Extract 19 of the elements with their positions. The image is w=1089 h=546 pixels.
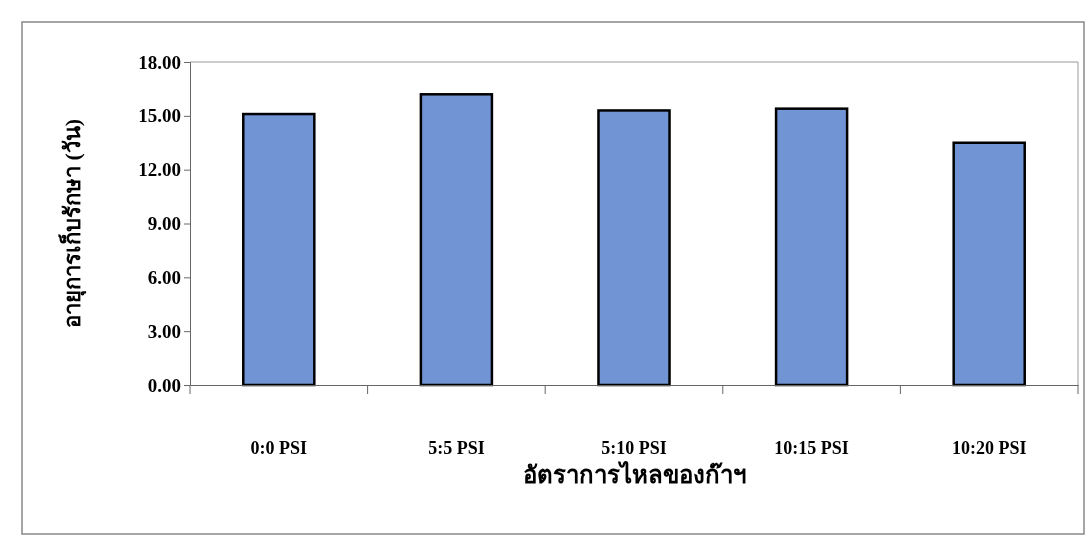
- y-tick-label: 9.00: [147, 213, 181, 235]
- bar: [242, 112, 316, 387]
- bar: [597, 109, 671, 387]
- y-tick-label: 15.00: [138, 105, 181, 127]
- y-tick-label: 0.00: [147, 374, 181, 396]
- y-tick-label: 6.00: [147, 266, 181, 288]
- x-tick-label: 10:20 PSI: [951, 437, 1027, 458]
- y-tick-label: 12.00: [138, 159, 181, 181]
- y-tick-label: 18.00: [138, 51, 181, 73]
- y-tick-label: 3.00: [147, 320, 181, 342]
- x-axis-title: อัตราการไหลของก๊าฯ: [522, 460, 746, 488]
- x-tick-label: 0:0 PSI: [250, 437, 308, 458]
- x-tick-label: 10:15 PSI: [774, 437, 849, 458]
- y-axis-title: อายุการเก็บรักษา (วัน): [58, 118, 87, 329]
- x-tick-label: 5:10 PSI: [601, 437, 667, 458]
- bar: [419, 93, 494, 387]
- bar: [952, 141, 1026, 387]
- x-tick-label: 5:5 PSI: [428, 437, 485, 458]
- bar: [774, 107, 849, 387]
